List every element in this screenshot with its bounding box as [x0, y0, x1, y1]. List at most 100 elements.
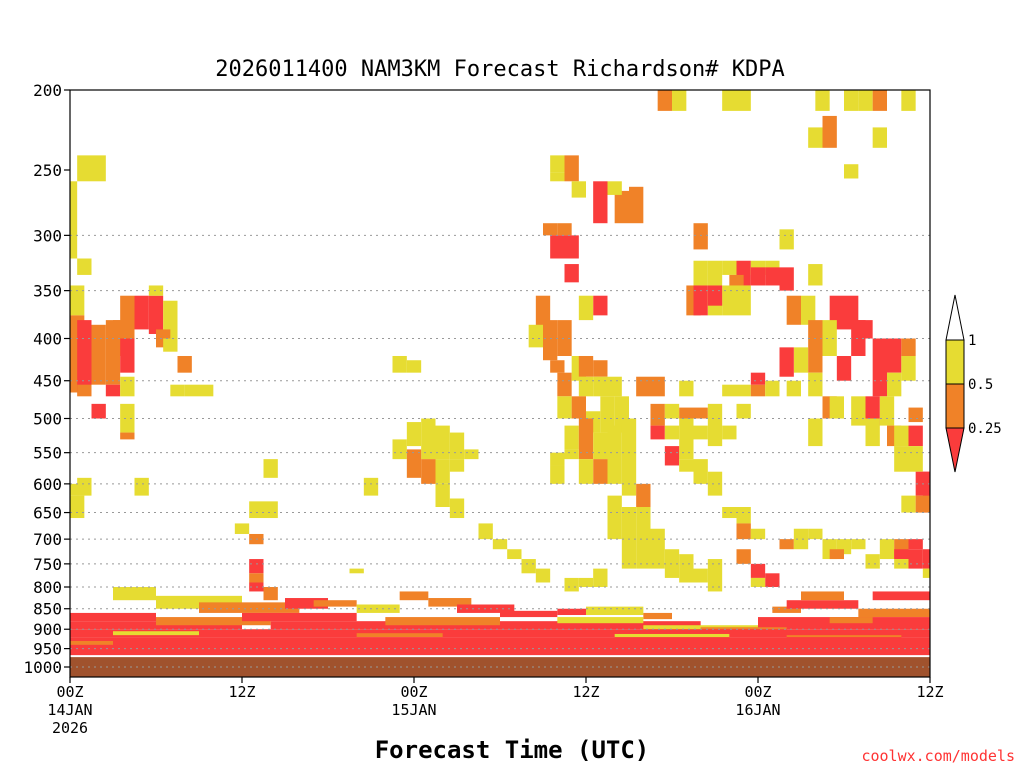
ri-cell — [578, 295, 594, 321]
ri-cell — [535, 568, 551, 583]
ri-cell — [550, 465, 565, 484]
colorbar-label: 0.25 — [968, 421, 1002, 437]
ri-cell — [650, 528, 665, 569]
y-tick-label: 700 — [33, 530, 62, 549]
y-tick-label: 950 — [33, 640, 62, 659]
ri-cell — [449, 498, 465, 519]
ri-cell — [836, 355, 852, 381]
ri-cell — [392, 355, 407, 373]
ri-cell — [70, 495, 85, 519]
ri-cell — [557, 396, 572, 419]
ri-cell — [786, 380, 801, 397]
ri-cell — [435, 425, 450, 460]
ri-cell — [664, 403, 680, 419]
ri-cell — [829, 396, 844, 419]
colorbar-bin — [945, 383, 965, 429]
x-tick-label: 2026 — [52, 719, 88, 737]
ri-cell — [808, 127, 823, 148]
ri-cell — [120, 403, 135, 433]
y-tick-label: 600 — [33, 475, 62, 494]
ri-cell — [672, 90, 687, 111]
ri-cell — [636, 376, 651, 397]
ri-cell — [550, 452, 565, 466]
colorbar-label: 0.5 — [968, 377, 993, 393]
ri-cell — [270, 621, 500, 630]
y-axis: 200 250 300 350 400 450 500 550 600 650 700 750 800 8… — [23, 81, 70, 677]
x-tick-label: 12Z — [228, 683, 255, 701]
ri-cell — [492, 539, 508, 550]
ri-cell — [593, 568, 608, 588]
ri-cell — [464, 449, 479, 460]
x-tick-label: 14JAN — [47, 701, 92, 719]
ri-cell — [571, 181, 586, 198]
ri-cell — [70, 285, 85, 316]
ri-cell — [349, 568, 364, 574]
ri-cell — [199, 602, 300, 613]
ri-cell — [629, 186, 644, 224]
ri-cell — [829, 549, 844, 560]
ri-cell — [449, 432, 465, 460]
ri-cell — [478, 523, 493, 540]
ri-cell — [922, 568, 930, 578]
ri-cell — [607, 181, 622, 195]
y-tick-label: 850 — [33, 600, 62, 619]
y-tick-label: 400 — [33, 330, 62, 349]
ri-cell — [750, 528, 766, 540]
ri-cell — [406, 422, 422, 447]
ri-cell — [793, 347, 809, 373]
ri-cell — [750, 267, 766, 286]
ri-cell — [435, 483, 450, 508]
ri-cell — [779, 267, 794, 291]
ri-cell — [70, 181, 78, 259]
ri-cell — [808, 264, 823, 286]
ri-cell — [901, 495, 916, 513]
ri-cell — [636, 483, 651, 508]
colorbar-label: 1 — [968, 333, 976, 349]
ri-cell — [750, 372, 766, 385]
ri-cell — [363, 477, 379, 496]
y-tick-label: 800 — [33, 578, 62, 597]
y-tick-label: 250 — [33, 161, 62, 180]
ri-cell — [500, 610, 558, 618]
ri-cell — [578, 355, 594, 377]
ri-cell — [707, 471, 723, 496]
ri-cell — [908, 539, 923, 550]
ri-cell — [750, 384, 766, 397]
x-tick-label: 16JAN — [735, 701, 780, 719]
ri-cell — [858, 608, 930, 618]
x-tick-label: 12Z — [572, 683, 599, 701]
ri-cell — [105, 384, 121, 397]
ri-cell — [736, 285, 751, 316]
ri-cell — [77, 258, 92, 275]
ri-cell — [908, 407, 923, 423]
ri-cell — [593, 432, 608, 460]
ri-cell — [865, 418, 880, 447]
ri-cell — [822, 115, 837, 148]
ri-cell — [829, 617, 873, 624]
ri-cell — [901, 90, 916, 111]
colorbar-bin — [945, 294, 965, 341]
ri-cell — [894, 425, 909, 447]
y-tick-label: 450 — [33, 372, 62, 391]
ri-cell — [91, 155, 106, 182]
ri-cell — [578, 577, 594, 588]
credit-text: coolwx.com/models — [861, 747, 1015, 765]
ri-cell — [550, 155, 565, 173]
ri-cell — [242, 612, 357, 622]
ri-cell — [593, 181, 608, 224]
ri-cell — [557, 608, 586, 616]
ri-cell — [851, 396, 866, 426]
ri-cell — [614, 190, 629, 224]
ri-cell — [356, 604, 400, 613]
ri-cell — [313, 600, 357, 607]
ri-cell — [199, 384, 214, 397]
ri-cell — [693, 425, 708, 440]
ri-cell — [120, 338, 135, 373]
ri-cell — [707, 403, 723, 419]
ri-cell — [643, 625, 758, 632]
chart-title: 2026011400 NAM3KM Forecast Richardson# K… — [215, 57, 785, 82]
y-tick-label: 200 — [33, 81, 62, 100]
ri-cell — [808, 372, 823, 397]
ri-cell — [249, 559, 264, 574]
